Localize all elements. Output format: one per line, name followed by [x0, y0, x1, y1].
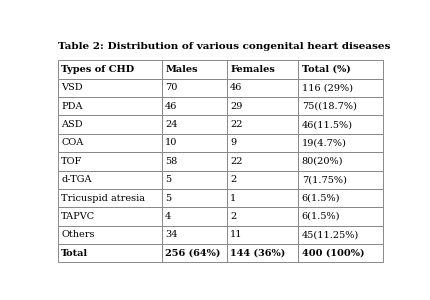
Text: 2: 2 — [230, 212, 237, 221]
Bar — [298, 60, 383, 79]
Text: 11: 11 — [230, 230, 243, 239]
Bar — [227, 244, 298, 262]
Text: 46: 46 — [230, 83, 243, 92]
Text: d-TGA: d-TGA — [61, 175, 92, 184]
Bar — [58, 152, 162, 170]
Text: 400 (100%): 400 (100%) — [302, 249, 364, 258]
Text: 58: 58 — [165, 157, 178, 166]
Bar — [298, 244, 383, 262]
Text: 4: 4 — [165, 212, 172, 221]
Bar — [58, 226, 162, 244]
Text: 22: 22 — [230, 120, 243, 129]
Text: 46(11.5%): 46(11.5%) — [302, 120, 353, 129]
Text: Total: Total — [61, 249, 88, 258]
Text: 34: 34 — [165, 230, 178, 239]
Bar — [162, 116, 227, 134]
Bar — [227, 207, 298, 226]
Bar — [298, 97, 383, 116]
Bar — [227, 152, 298, 170]
Text: 9: 9 — [230, 138, 237, 147]
Bar — [162, 60, 227, 79]
Text: 46: 46 — [165, 102, 178, 111]
Bar — [162, 134, 227, 152]
Text: 70: 70 — [165, 83, 178, 92]
Bar — [298, 226, 383, 244]
Text: 144 (36%): 144 (36%) — [230, 249, 286, 258]
Text: 22: 22 — [230, 157, 243, 166]
Bar — [227, 170, 298, 189]
Bar — [58, 60, 162, 79]
Text: 6(1.5%): 6(1.5%) — [302, 194, 340, 202]
Bar — [227, 189, 298, 207]
Bar — [298, 116, 383, 134]
Bar — [298, 207, 383, 226]
Text: 29: 29 — [230, 102, 243, 111]
Text: 256 (64%): 256 (64%) — [165, 249, 221, 258]
Bar — [58, 244, 162, 262]
Text: ASD: ASD — [61, 120, 83, 129]
Bar — [227, 60, 298, 79]
Text: 10: 10 — [165, 138, 178, 147]
Text: 24: 24 — [165, 120, 178, 129]
Bar — [298, 170, 383, 189]
Text: 1: 1 — [230, 194, 237, 202]
Text: Table 2: Distribution of various congenital heart diseases: Table 2: Distribution of various congeni… — [58, 42, 390, 51]
Bar — [162, 97, 227, 116]
Text: TAPVC: TAPVC — [61, 212, 95, 221]
Text: 19(4.7%): 19(4.7%) — [302, 138, 347, 147]
Text: VSD: VSD — [61, 83, 83, 92]
Bar — [162, 226, 227, 244]
Bar — [227, 116, 298, 134]
Bar — [162, 79, 227, 97]
Bar — [58, 116, 162, 134]
Bar — [227, 79, 298, 97]
Text: Types of CHD: Types of CHD — [61, 65, 134, 74]
Bar — [162, 244, 227, 262]
Bar — [162, 152, 227, 170]
Bar — [227, 97, 298, 116]
Bar — [298, 189, 383, 207]
Text: 45(11.25%): 45(11.25%) — [302, 230, 359, 239]
Text: Others: Others — [61, 230, 95, 239]
Text: 6(1.5%): 6(1.5%) — [302, 212, 340, 221]
Bar — [58, 207, 162, 226]
Bar — [58, 97, 162, 116]
Bar — [58, 134, 162, 152]
Text: Males: Males — [165, 65, 198, 74]
Bar — [227, 134, 298, 152]
Bar — [58, 170, 162, 189]
Bar — [227, 226, 298, 244]
Text: TOF: TOF — [61, 157, 83, 166]
Text: 7(1.75%): 7(1.75%) — [302, 175, 347, 184]
Text: 75((18.7%): 75((18.7%) — [302, 102, 356, 111]
Bar — [298, 152, 383, 170]
Bar — [58, 79, 162, 97]
Text: 80(20%): 80(20%) — [302, 157, 343, 166]
Text: PDA: PDA — [61, 102, 83, 111]
Text: Total (%): Total (%) — [302, 65, 350, 74]
Bar — [162, 207, 227, 226]
Text: Tricuspid atresia: Tricuspid atresia — [61, 194, 145, 202]
Bar — [298, 79, 383, 97]
Text: 5: 5 — [165, 175, 171, 184]
Text: COA: COA — [61, 138, 83, 147]
Text: 116 (29%): 116 (29%) — [302, 83, 353, 92]
Text: 2: 2 — [230, 175, 237, 184]
Bar — [162, 189, 227, 207]
Bar — [58, 189, 162, 207]
Text: 5: 5 — [165, 194, 171, 202]
Text: Females: Females — [230, 65, 275, 74]
Bar — [298, 134, 383, 152]
Bar — [162, 170, 227, 189]
